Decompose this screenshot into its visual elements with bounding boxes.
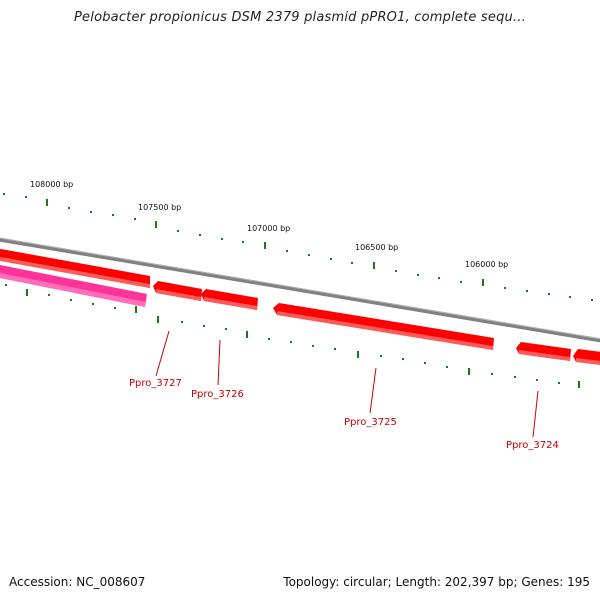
scale-label: 107500 bp bbox=[138, 203, 181, 212]
map-title: Pelobacter propionicus DSM 2379 plasmid … bbox=[74, 10, 526, 25]
summary-text: Topology: circular; Length: 202,397 bp; … bbox=[283, 575, 590, 589]
gene-feature[interactable] bbox=[573, 349, 600, 366]
gene-feature[interactable] bbox=[516, 342, 571, 361]
scale-label: 108000 bp bbox=[30, 180, 73, 189]
gene-label[interactable]: Ppro_3724 bbox=[506, 440, 559, 451]
accession-text: Accession: NC_008607 bbox=[9, 575, 146, 589]
scale-label: 106000 bp bbox=[465, 260, 508, 269]
gene-feature[interactable] bbox=[201, 289, 258, 310]
gene-feature[interactable] bbox=[273, 303, 494, 350]
sequence-backbone-highlight bbox=[0, 237, 600, 340]
sequence-backbone bbox=[0, 237, 600, 343]
gene-feature-alt[interactable] bbox=[0, 263, 147, 307]
gene-feature[interactable] bbox=[0, 247, 150, 288]
gene-feature[interactable] bbox=[153, 281, 202, 301]
gene-leader-lines bbox=[155, 330, 539, 438]
scale-label: 106500 bp bbox=[355, 243, 398, 252]
gene-label[interactable]: Ppro_3727 bbox=[129, 378, 182, 389]
gene-label[interactable]: Ppro_3725 bbox=[344, 417, 397, 428]
inner-scale-ticks bbox=[5, 284, 580, 388]
scale-label: 107000 bp bbox=[247, 224, 290, 233]
outer-scale-ticks bbox=[3, 193, 593, 301]
gene-label[interactable]: Ppro_3726 bbox=[191, 389, 244, 400]
